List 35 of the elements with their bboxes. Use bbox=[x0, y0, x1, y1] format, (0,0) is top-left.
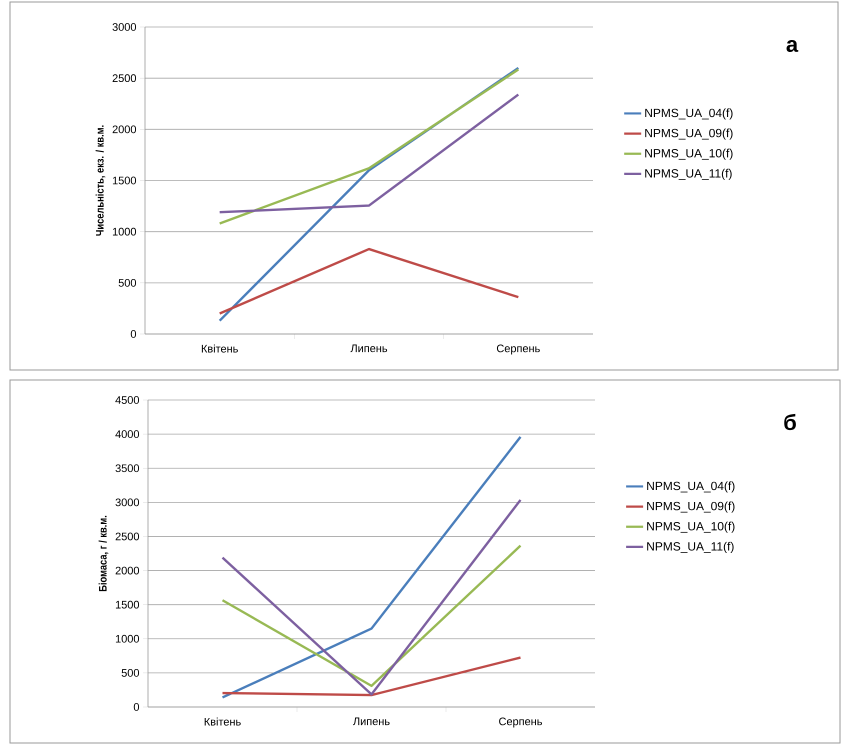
legend-label: NPMS_UA_11(f) bbox=[645, 168, 732, 180]
y-tick-label: 3000 bbox=[112, 23, 136, 31]
x-tick-label: Липень bbox=[350, 344, 388, 352]
legend-label: NPMS_UA_10(f) bbox=[647, 522, 734, 533]
x-tick-label: Серпень bbox=[496, 344, 540, 354]
x-tick-label: Квітень bbox=[204, 718, 241, 726]
y-tick-label: 1000 bbox=[112, 228, 136, 236]
legend-label: NPMS_UA_11(f) bbox=[647, 542, 734, 553]
y-tick-label: 2000 bbox=[116, 566, 140, 574]
y-tick-label: 2500 bbox=[112, 74, 136, 82]
legend-label: NPMS_UA_04(f) bbox=[647, 481, 734, 493]
legend-label: NPMS_UA_04(f) bbox=[645, 108, 733, 120]
y-tick-label: 2000 bbox=[112, 125, 136, 134]
y-tick-label: 1500 bbox=[116, 600, 140, 609]
y-tick-label: 0 bbox=[134, 703, 140, 711]
x-tick-label: Липень bbox=[353, 718, 390, 726]
y-tick-label: 4500 bbox=[115, 396, 140, 404]
legend-label: NPMS_UA_09(f) bbox=[647, 502, 734, 513]
y-axis-title: Чисельність, екз. / кв.м. bbox=[96, 125, 106, 236]
y-tick-label: 2500 bbox=[116, 532, 140, 540]
y-tick-label: 500 bbox=[118, 278, 136, 287]
legend-label: NPMS_UA_10(f) bbox=[645, 148, 733, 160]
y-tick-label: 3000 bbox=[116, 498, 140, 506]
y-tick-label: 0 bbox=[130, 330, 136, 338]
x-tick-label: Серпень bbox=[499, 718, 542, 728]
y-tick-label: 3500 bbox=[116, 464, 140, 472]
y-tick-label: 500 bbox=[122, 669, 140, 677]
y-tick-label: 1000 bbox=[116, 634, 140, 643]
y-tick-label: 1500 bbox=[112, 176, 136, 184]
y-tick-label: 4000 bbox=[115, 430, 140, 438]
legend-label: NPMS_UA_09(f) bbox=[645, 128, 733, 140]
text: а bbox=[786, 40, 798, 52]
y-axis-title: Біомаса, г / кв.м. bbox=[98, 516, 108, 592]
text: б bbox=[784, 414, 796, 430]
x-tick-label: Квітень bbox=[202, 344, 238, 353]
